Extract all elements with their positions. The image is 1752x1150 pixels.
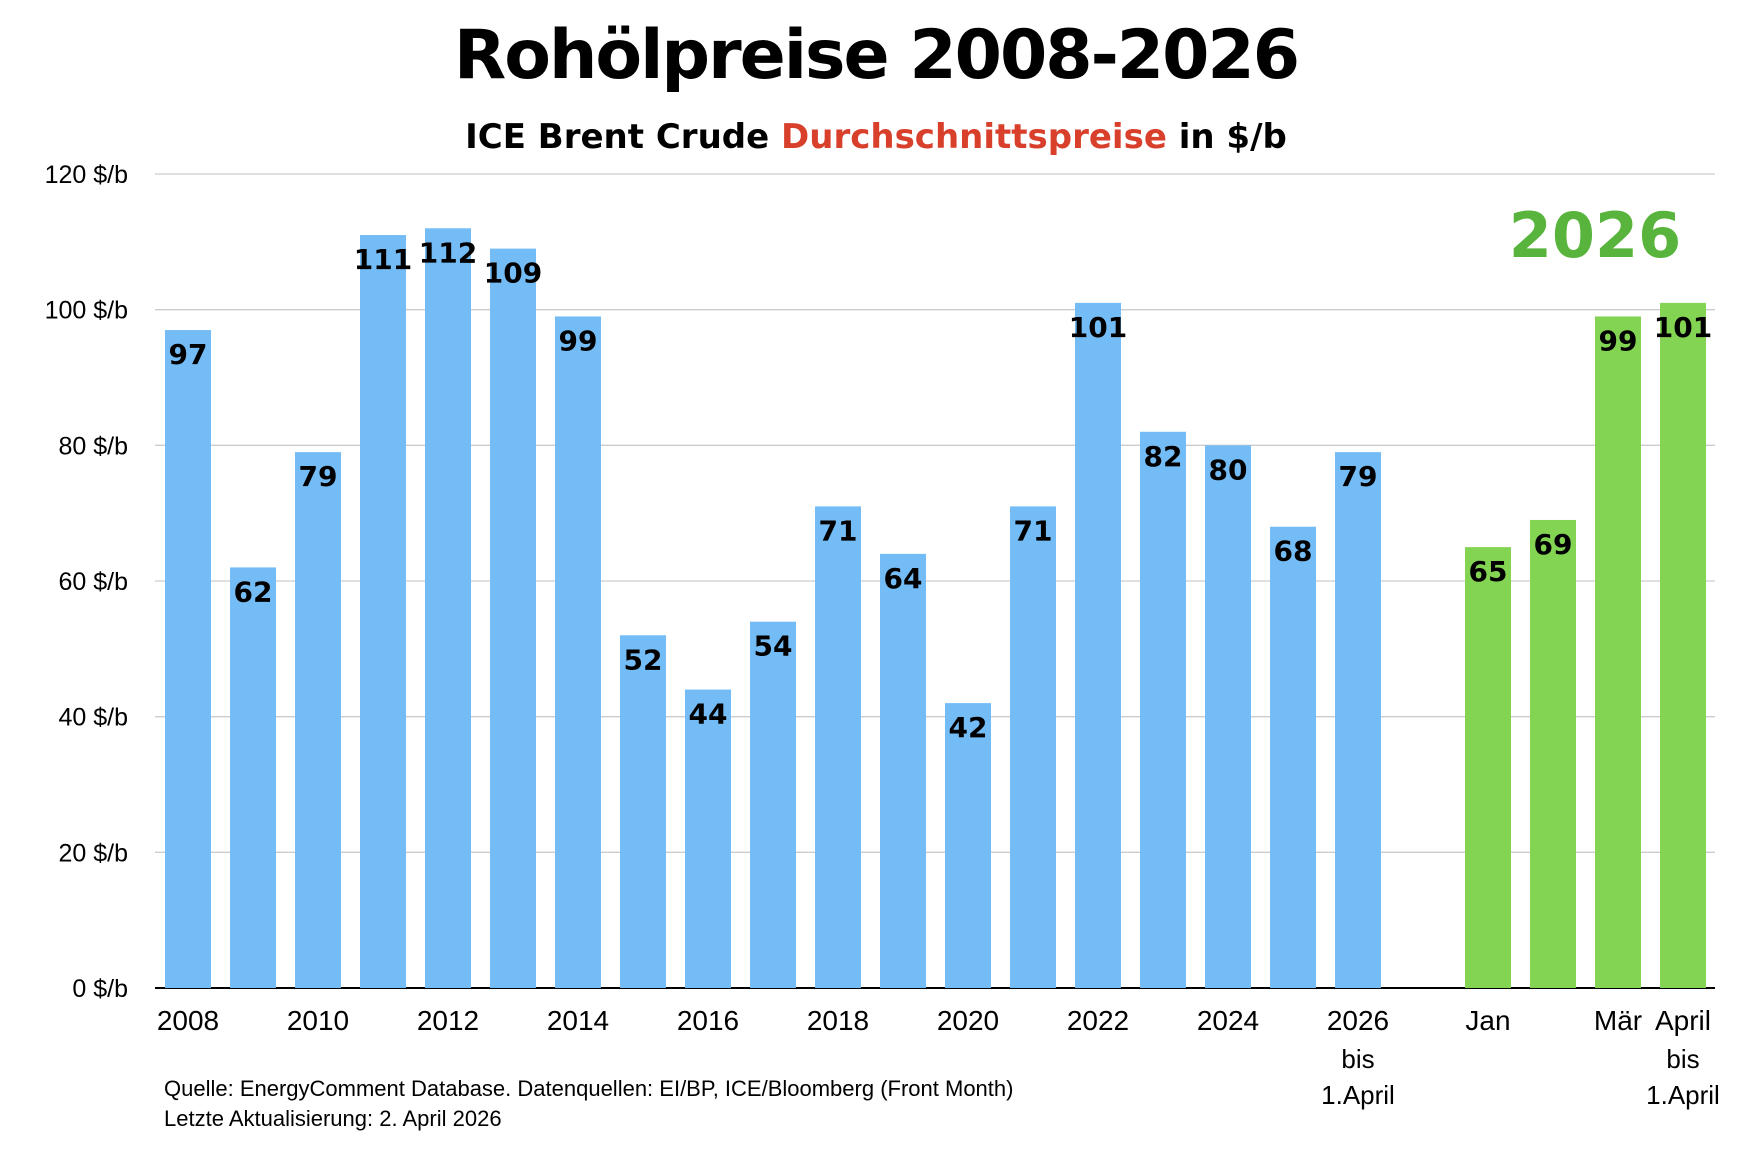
update-note: Letzte Aktualisierung: 2. April 2026 [164,1106,502,1131]
data-label: 62 [234,575,273,608]
monthly-bar [1530,519,1576,988]
annual-bar [880,553,926,988]
y-tick-label: 40 $/b [58,704,128,732]
monthly-bar [1595,316,1641,988]
data-label: 99 [559,324,598,357]
x-tick-label: 2014 [547,1005,609,1036]
x-tick-label: 2012 [417,1005,479,1036]
x-tick-label: 2008 [157,1005,219,1036]
data-label: 54 [754,630,793,663]
x-tick-label: 2018 [807,1005,869,1036]
x-tick-label: April [1655,1005,1711,1036]
year-highlight-label: 2026 [1509,199,1682,272]
data-label: 71 [819,514,858,547]
y-tick-label: 100 $/b [45,297,128,325]
monthly-bar [1660,302,1706,989]
subtitle-accent: Durchschnittspreise [781,117,1167,157]
x-tick-sublabel: 1.April [1646,1080,1720,1110]
x-tick-label: 2016 [677,1005,739,1036]
subtitle-suffix: in $/b [1166,117,1287,157]
data-label: 99 [1599,324,1638,357]
data-label: 97 [169,338,208,371]
x-tick-sublabel: bis [1341,1044,1374,1074]
data-label: 64 [884,562,923,595]
data-label: 71 [1014,514,1053,547]
data-label: 65 [1469,555,1508,588]
y-tick-label: 0 $/b [72,975,128,1003]
data-label: 80 [1209,453,1248,486]
x-tick-label: Jan [1465,1005,1510,1036]
annual-bar [1335,452,1381,988]
annual-bar [555,316,601,988]
y-tick-label: 20 $/b [58,839,128,867]
annual-bar [295,452,341,988]
chart-subtitle: ICE Brent Crude Durchschnittspreise in $… [0,120,1752,154]
annual-bar [230,567,276,988]
annual-bar [1075,302,1121,989]
data-label: 69 [1534,528,1573,561]
source-note: Quelle: EnergyComment Database. Datenque… [164,1076,1014,1101]
data-label: 68 [1274,535,1313,568]
y-tick-label: 80 $/b [58,432,128,460]
x-tick-sublabel: bis [1666,1044,1699,1074]
data-label: 42 [949,711,988,744]
x-tick-label: Mär [1594,1005,1642,1036]
monthly-bar [1465,547,1511,988]
y-tick-label: 120 $/b [45,161,128,189]
x-tick-sublabel: 1.April [1321,1080,1395,1110]
annual-bar [1010,506,1056,988]
annual-bar [750,621,796,988]
x-tick-label: 2024 [1197,1005,1259,1036]
y-tick-label: 60 $/b [58,568,128,596]
x-tick-label: 2022 [1067,1005,1129,1036]
data-label: 82 [1144,440,1183,473]
x-tick-label: 2010 [287,1005,349,1036]
annual-bar [685,689,731,988]
annual-bar [815,506,861,988]
annual-bar [360,235,406,989]
data-label: 111 [354,243,412,276]
annual-bar [1140,431,1186,988]
annual-bar [425,228,471,988]
data-label: 112 [419,236,477,269]
annual-bar [1270,526,1316,988]
chart-title: Rohölpreise 2008-2026 [453,16,1300,95]
data-label: 79 [1339,460,1378,493]
data-label: 101 [1654,311,1712,344]
data-label: 44 [689,698,728,731]
annual-bar [1205,445,1251,988]
annual-bar [165,330,211,988]
data-label: 52 [624,643,663,676]
annual-bar [490,248,536,988]
data-label: 101 [1069,311,1127,344]
x-tick-label: 2026 [1327,1005,1389,1036]
annual-bar [620,635,666,988]
data-label: 109 [484,257,542,290]
subtitle-prefix: ICE Brent Crude [465,117,782,157]
data-label: 79 [299,460,338,493]
annual-bar [945,703,991,988]
x-tick-label: 2020 [937,1005,999,1036]
